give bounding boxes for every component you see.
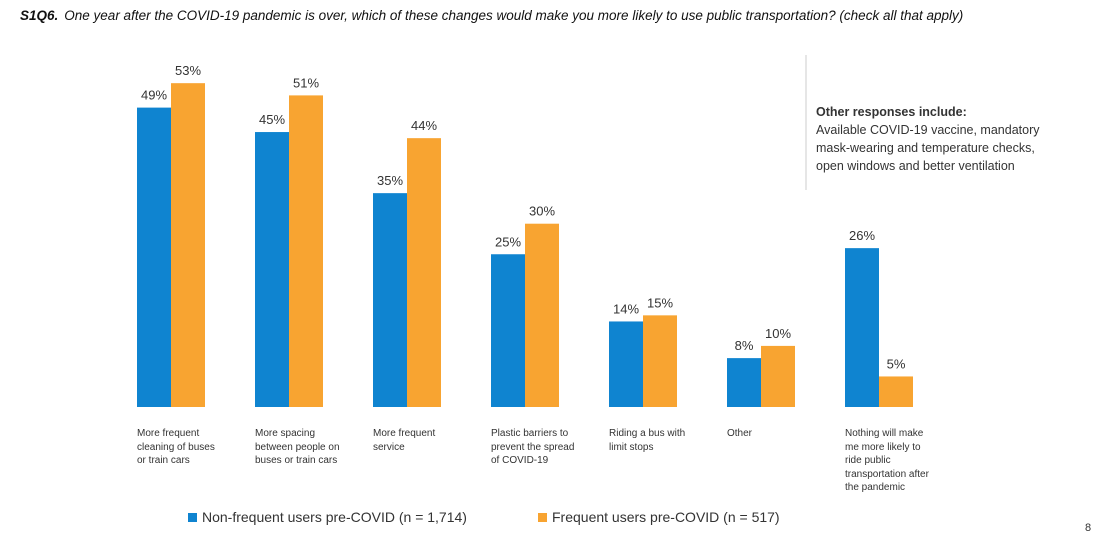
value-label: 14% [613, 301, 639, 316]
value-label: 10% [765, 326, 791, 341]
value-label: 30% [529, 204, 555, 219]
value-label: 51% [293, 75, 319, 90]
x-tick-label: Nothing will make me more likely to ride… [845, 428, 929, 493]
x-tick-label: More frequent cleaning of buses or train… [137, 428, 215, 466]
value-label: 45% [259, 112, 285, 127]
value-label: 49% [141, 88, 167, 103]
value-label: 44% [411, 118, 437, 133]
bar [609, 321, 643, 407]
bar [727, 358, 761, 407]
x-tick-label: Riding a bus with limit stops [609, 428, 686, 453]
legend-label: Non-frequent users pre-COVID (n = 1,714) [202, 509, 467, 525]
x-tick-label: More frequent service [373, 428, 436, 453]
chart-title: One year after the COVID-19 pandemic is … [64, 8, 964, 23]
page-number: 8 [1085, 522, 1092, 534]
question-id: S1Q6. [20, 8, 59, 23]
value-label: 26% [849, 228, 875, 243]
x-tick-label: Other [727, 428, 753, 439]
bar [525, 223, 559, 407]
bar [407, 138, 441, 407]
bar [373, 193, 407, 407]
title: S1Q6. One year after the COVID-19 pandemi… [20, 8, 963, 23]
value-label: 35% [377, 173, 403, 188]
bar [491, 254, 525, 407]
annotation-text: Available COVID-19 vaccine, mandatory ma… [816, 123, 1040, 173]
bar [255, 132, 289, 408]
value-label: 53% [175, 63, 201, 78]
legend-item: Frequent users pre-COVID (n = 517) [538, 509, 780, 525]
value-label: 5% [887, 356, 906, 371]
x-tick-label: Plastic barriers to prevent the spread o… [491, 428, 575, 466]
annotation-heading: Other responses include: [816, 105, 967, 119]
legend-swatch [538, 513, 547, 522]
bar [289, 95, 323, 407]
value-label: 15% [647, 295, 673, 310]
legend-label: Frequent users pre-COVID (n = 517) [552, 509, 780, 525]
x-tick-label: More spacing between people on buses or … [255, 428, 340, 466]
bar [761, 345, 795, 407]
legend-swatch [188, 513, 197, 522]
bar [879, 376, 913, 407]
bar [137, 107, 171, 408]
value-label: 8% [735, 338, 754, 353]
bar [845, 248, 879, 407]
bar [171, 83, 205, 408]
annotation: Other responses include: Available COVID… [816, 103, 1046, 175]
bar [643, 315, 677, 407]
value-label: 25% [495, 234, 521, 249]
legend-item: Non-frequent users pre-COVID (n = 1,714) [188, 509, 467, 525]
